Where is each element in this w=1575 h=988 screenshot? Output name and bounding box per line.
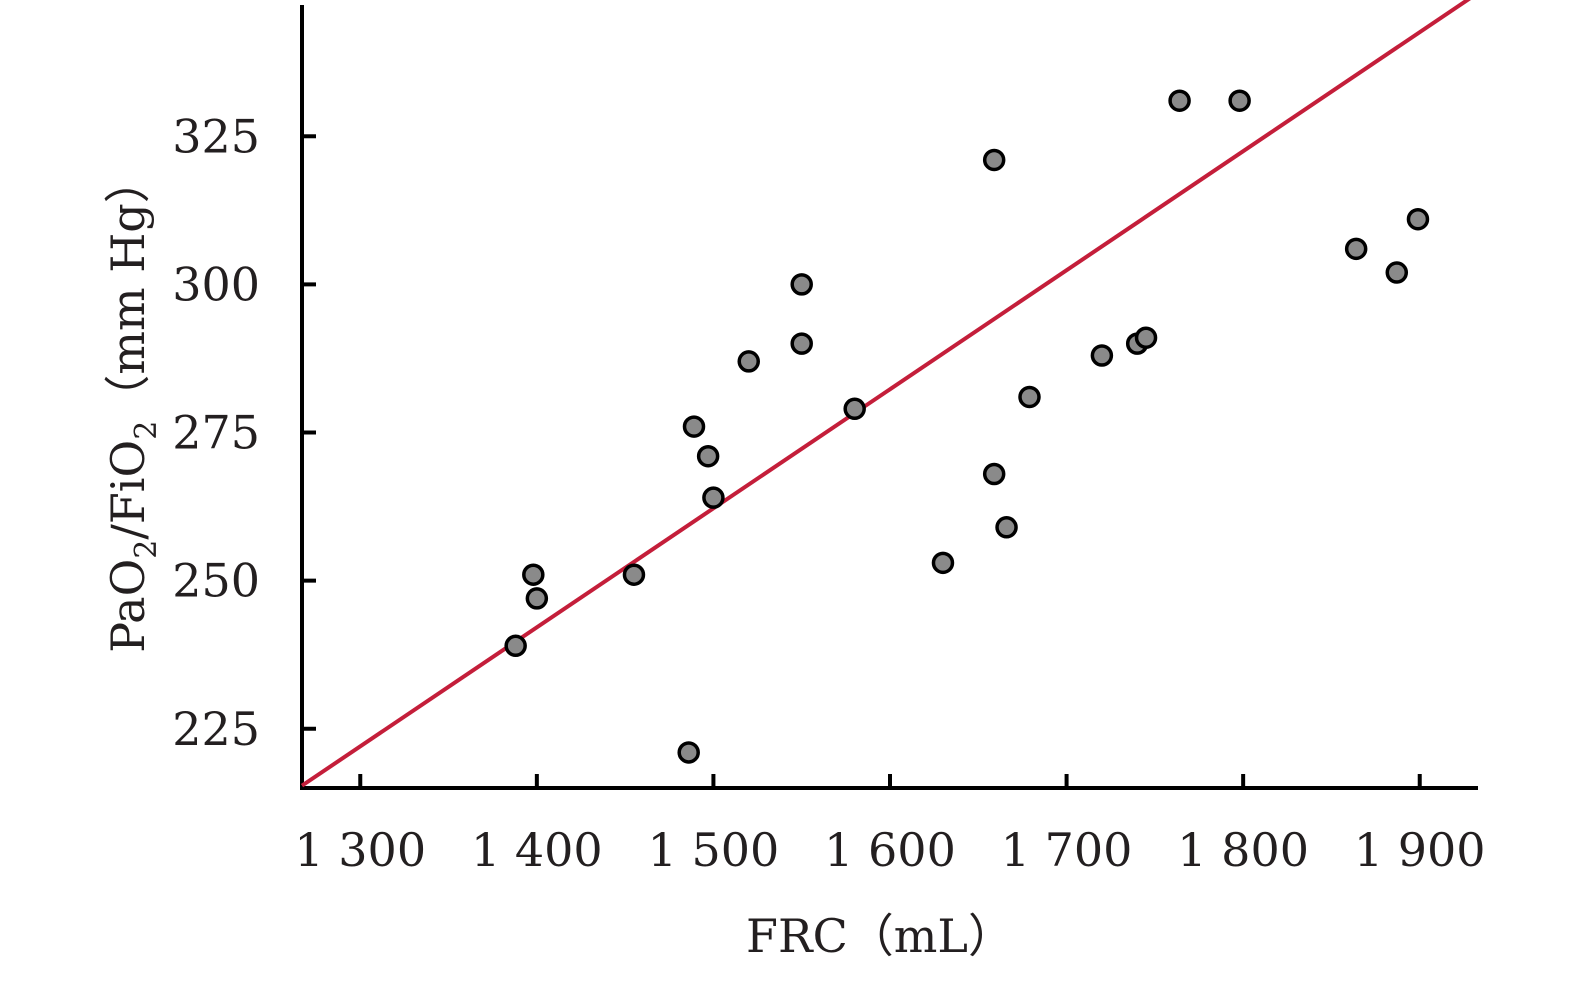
data-point [790, 332, 813, 355]
axes-frame [300, 5, 1478, 790]
x-tick-label: 1 700 [1001, 823, 1133, 877]
y-axis-label-part: PaO [101, 559, 155, 653]
y-axis-label-part: （mm Hg） [101, 157, 155, 420]
data-point [1385, 261, 1409, 284]
y-axis-label: PaO2/FiO2（mm Hg） [101, 157, 164, 652]
data-point [1134, 326, 1158, 349]
regression-line [300, 0, 1472, 788]
x-tick-label: 1 600 [824, 823, 956, 877]
data-points [504, 89, 1430, 764]
y-axis-label-subscript: 2 [129, 540, 164, 559]
data-point [1090, 344, 1114, 367]
data-point [995, 516, 1018, 539]
data-point [504, 634, 527, 658]
data-point [677, 741, 700, 764]
data-point [737, 350, 760, 373]
data-point [1168, 89, 1191, 112]
y-tick-label: 275 [172, 406, 260, 460]
x-axis-label: FRC（mL） [746, 909, 1014, 963]
data-point [982, 148, 1006, 172]
data-point [622, 563, 646, 586]
data-point [1406, 207, 1430, 231]
x-tick-label: 1 300 [294, 823, 426, 877]
data-point [1018, 385, 1041, 409]
data-point [702, 486, 725, 509]
x-tick-label: 1 400 [471, 823, 603, 877]
y-tick-label: 225 [172, 702, 260, 756]
x-tick-label: 1 800 [1177, 823, 1309, 877]
x-tick-label: 1 500 [648, 823, 780, 877]
x-ticks: 1 300 1 400 1 500 1 600 1 700 1 800 1 900 [294, 774, 1486, 877]
data-point [525, 587, 549, 610]
x-tick-label: 1 900 [1354, 823, 1486, 877]
y-tick-label: 325 [172, 109, 260, 163]
data-point [982, 462, 1006, 486]
data-point [682, 415, 706, 438]
data-point [522, 563, 545, 586]
y-tick-label: 300 [172, 257, 260, 311]
y-axis-label-subscript: 2 [129, 421, 164, 440]
data-point [1228, 89, 1251, 112]
y-axis-label-part: /FiO [101, 440, 155, 540]
data-point [843, 397, 866, 421]
data-point [696, 444, 720, 468]
y-ticks: 225 250 275 300 325 [172, 109, 316, 756]
data-point [931, 551, 955, 575]
y-tick-label: 250 [172, 554, 260, 608]
data-point [1344, 237, 1368, 261]
data-point [790, 273, 813, 296]
